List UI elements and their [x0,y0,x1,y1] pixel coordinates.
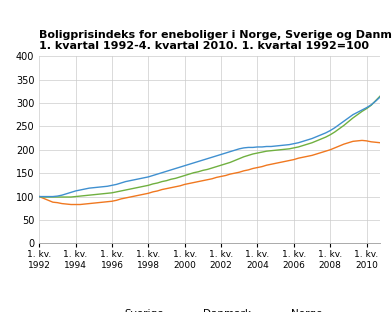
Legend: Sverige, Danmark, Norge: Sverige, Danmark, Norge [93,305,327,312]
Text: Boligprisindeks for eneboliger i Norge, Sverige og Danmark.
1. kvartal 1992-4. k: Boligprisindeks for eneboliger i Norge, … [39,30,392,51]
